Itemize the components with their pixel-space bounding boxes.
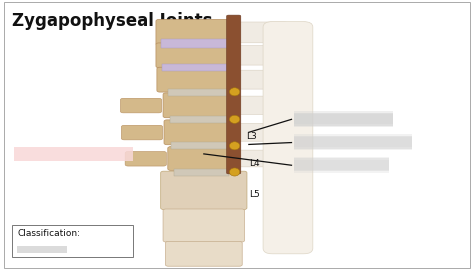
FancyBboxPatch shape (156, 43, 233, 68)
Bar (170, 116, 228, 123)
Bar (294, 136, 412, 148)
Text: L4: L4 (249, 159, 259, 168)
FancyBboxPatch shape (120, 98, 162, 113)
FancyBboxPatch shape (237, 46, 287, 65)
FancyBboxPatch shape (237, 123, 283, 141)
Bar (168, 89, 230, 96)
FancyBboxPatch shape (237, 150, 281, 167)
Bar (171, 142, 228, 149)
Bar (17, 246, 67, 253)
Bar (161, 39, 228, 48)
Text: L5: L5 (249, 190, 260, 199)
Ellipse shape (229, 88, 240, 96)
FancyBboxPatch shape (237, 22, 287, 43)
FancyBboxPatch shape (161, 171, 247, 210)
FancyBboxPatch shape (163, 93, 235, 118)
FancyBboxPatch shape (163, 209, 245, 242)
Text: Zygapophyseal Joints: Zygapophyseal Joints (12, 12, 212, 30)
FancyBboxPatch shape (156, 19, 233, 45)
FancyBboxPatch shape (164, 120, 234, 145)
FancyBboxPatch shape (237, 70, 285, 89)
FancyBboxPatch shape (168, 147, 235, 170)
Bar (294, 160, 389, 173)
Bar (294, 157, 389, 170)
Bar (162, 64, 227, 71)
FancyBboxPatch shape (125, 151, 166, 166)
Bar (294, 158, 389, 171)
Bar (174, 169, 229, 176)
Text: L3: L3 (246, 132, 257, 141)
Bar (294, 111, 393, 124)
Ellipse shape (229, 115, 240, 123)
FancyBboxPatch shape (227, 15, 241, 174)
Bar (12, 225, 133, 256)
Ellipse shape (229, 168, 240, 176)
FancyBboxPatch shape (121, 125, 163, 140)
FancyBboxPatch shape (157, 67, 232, 92)
Bar (294, 137, 412, 150)
Ellipse shape (229, 142, 240, 150)
Bar (294, 134, 412, 147)
Bar (14, 147, 133, 161)
FancyBboxPatch shape (263, 22, 313, 254)
Bar (294, 114, 393, 127)
Bar (294, 113, 393, 126)
FancyBboxPatch shape (165, 241, 242, 266)
FancyBboxPatch shape (237, 96, 284, 114)
Text: Classification:: Classification: (18, 229, 81, 238)
